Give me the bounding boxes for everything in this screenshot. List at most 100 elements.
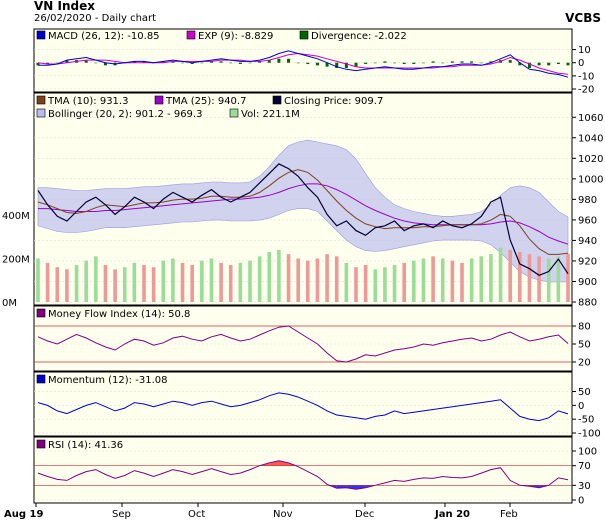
volume-bar [65,269,69,302]
volume-bar [489,254,493,302]
volume-bar [55,267,60,302]
volume-bar [103,265,108,302]
x-tick-label: Oct [188,509,205,520]
volume-bar [498,247,503,302]
volume-bar [546,258,551,302]
volume-bar [142,265,146,302]
y-tick-label: 30 [578,481,591,492]
y-tick-label: 50 [578,340,591,351]
y-tick-label: 80 [578,322,591,333]
divergence-bar [441,62,445,64]
volume-bar [412,260,416,302]
volume-bar [74,265,79,302]
x-tick-label: Sep [112,509,131,520]
divergence-bar [248,62,252,64]
volume-bar [556,256,561,302]
legend-swatch [36,95,46,105]
rsi-overbought-fill [288,462,299,466]
divergence-bar [421,62,425,64]
legend-swatch [36,108,46,118]
volume-bar [151,267,156,302]
divergence-bar [277,58,281,63]
legend-swatch [36,30,46,40]
divergence-bar [412,62,416,65]
y-tick-label: 10 [578,45,591,56]
volume-tick-label: 0M [2,298,17,309]
y-tick-label: 960 [578,215,597,226]
volume-bar [450,260,455,302]
y-tick-label: 980 [578,195,597,206]
legend-swatch [186,30,196,40]
volume-bar [518,251,522,302]
y-tick-label: 1040 [578,133,603,144]
volume-bar [267,251,272,302]
y-tick-label: 0 [578,496,584,507]
volume-bar [354,267,358,302]
volume-bar [161,260,166,302]
divergence-bar [518,62,522,66]
x-tick-label: Nov [273,509,293,520]
mfi-line [37,325,569,363]
volume-bar [296,258,300,302]
volume-tick-label: 200M [2,255,30,266]
divergence-bar [344,62,348,68]
volume-bar [190,265,194,302]
divergence-bar [450,61,454,63]
divergence-bar [161,61,165,63]
divergence-bar [460,61,464,63]
volume-bar [460,262,464,302]
rsi-overbought-fill [278,460,289,466]
legend-label: Momentum (12): -31.08 [48,375,167,386]
y-tick-label: 1000 [578,174,603,185]
closing-price-line [37,163,569,276]
volume-bar [508,249,512,302]
volume-bar [469,258,474,302]
divergence-bar [489,61,493,63]
divergence-bar [36,62,40,66]
divergence-bar [537,62,541,66]
volume-bar [277,249,281,302]
y-tick-label: 70 [578,461,591,472]
volume-bar [84,260,88,302]
divergence-bar [315,62,319,66]
divergence-bar [46,62,50,65]
rsi-line [37,460,569,490]
brand-label: VCBS [565,11,601,25]
x-tick-label: Aug 19 [4,509,43,520]
divergence-bar [171,61,175,63]
volume-bar [228,265,233,302]
legend-label: MACD (26, 12): -10.85 [48,31,160,42]
divergence-bar [373,62,377,64]
volume-bar [440,258,445,302]
y-tick-label: -10 [578,71,594,82]
volume-bar [36,258,40,302]
volume-bar [315,258,320,302]
panel-mfi [33,305,573,372]
chart-title: VN Index [34,0,95,13]
legend-label: Closing Price: 909.7 [284,96,383,107]
legend-label: TMA (25): 940.7 [165,96,246,107]
y-tick-label: 1060 [578,113,603,124]
panel-momentum [33,371,573,437]
volume-bar [122,267,127,302]
volume-bar [373,269,378,302]
legend-label: RSI (14): 41.36 [48,440,123,451]
divergence-bar [566,62,570,66]
volume-bar [527,254,532,302]
volume-bar [219,262,223,302]
volume-bar [392,265,397,302]
divergence-bar [470,61,474,63]
divergence-bar [383,61,387,63]
volume-bar [537,256,541,302]
volume-tick-label: 400M [2,211,30,222]
legend-swatch [229,108,239,118]
divergence-bar [267,60,271,63]
legend-swatch [36,439,46,449]
volume-bar [431,256,435,302]
chart-subtitle: 26/02/2020 - Daily chart [34,13,157,24]
divergence-bar [431,61,435,63]
volume-bar [479,256,484,302]
volume-bar [334,256,339,302]
volume-bar [209,258,214,302]
